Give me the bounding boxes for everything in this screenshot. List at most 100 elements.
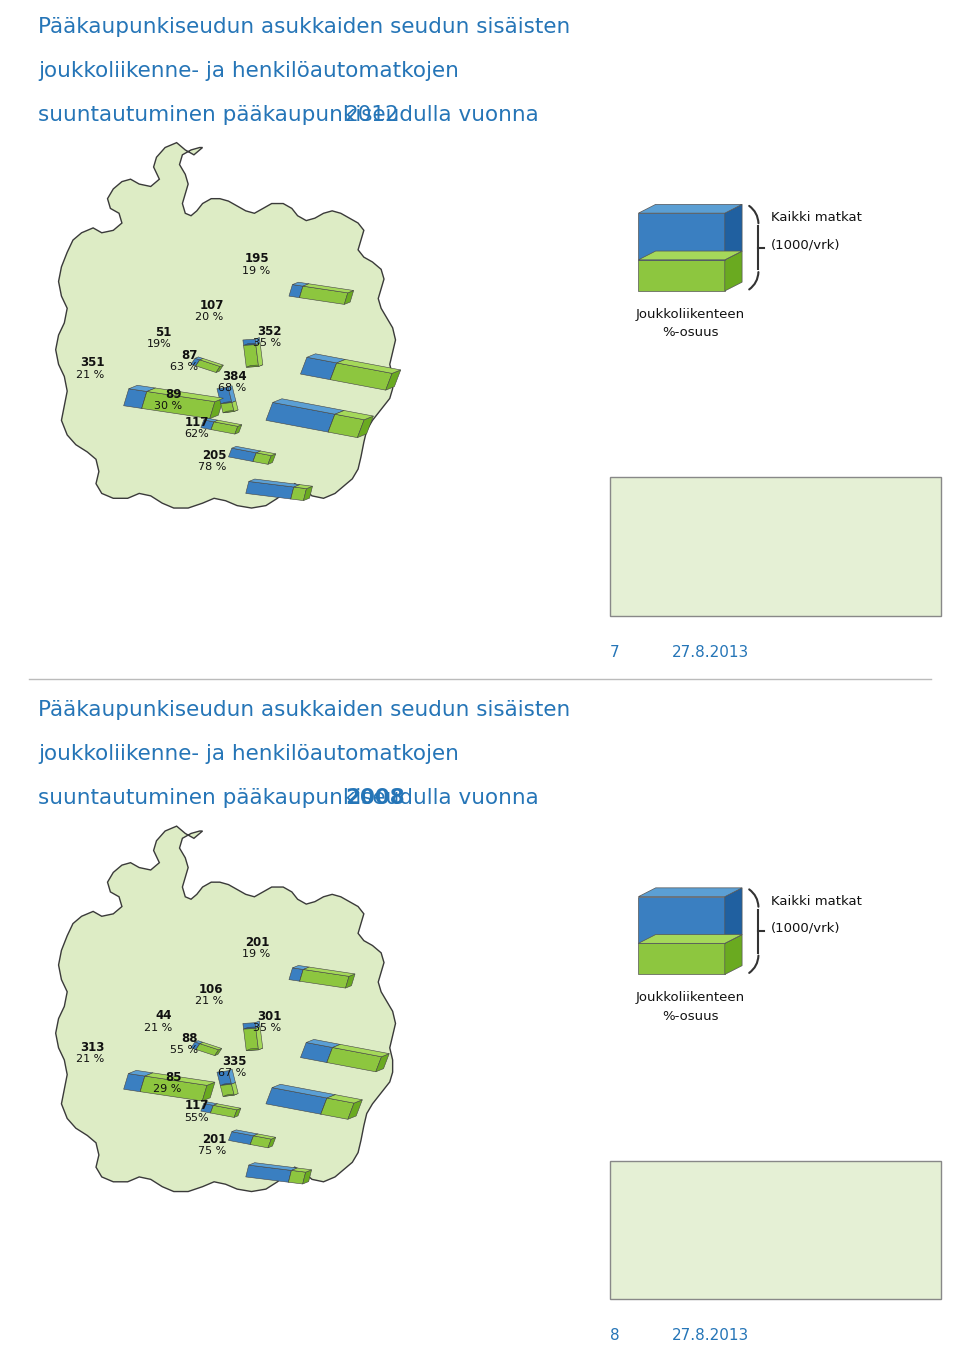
Text: 88: 88 <box>181 1032 198 1046</box>
Polygon shape <box>725 935 742 975</box>
Polygon shape <box>256 451 276 455</box>
Text: 63 %: 63 % <box>170 362 198 372</box>
Polygon shape <box>293 965 309 969</box>
Polygon shape <box>346 973 355 988</box>
Polygon shape <box>375 1054 389 1072</box>
Text: 67 %: 67 % <box>219 1068 247 1079</box>
Text: Joukkoliikenne:: Joukkoliikenne: <box>629 1236 729 1248</box>
Polygon shape <box>288 1167 298 1182</box>
Polygon shape <box>228 448 256 462</box>
Polygon shape <box>196 358 204 366</box>
Polygon shape <box>247 1048 263 1051</box>
Polygon shape <box>337 360 400 373</box>
Text: Joukkoliikenne:: Joukkoliikenne: <box>629 552 729 565</box>
Polygon shape <box>638 897 725 943</box>
Polygon shape <box>200 1042 222 1050</box>
Text: joukkoliikenne- ja henkilöautomatkojen: joukkoliikenne- ja henkilöautomatkojen <box>38 62 459 81</box>
Text: 2012: 2012 <box>345 105 399 124</box>
Text: 1 937 004: 1 937 004 <box>859 522 926 536</box>
Polygon shape <box>253 1135 276 1139</box>
Polygon shape <box>195 357 204 360</box>
Text: 85: 85 <box>165 1072 181 1084</box>
Text: 21 %: 21 % <box>144 1023 172 1032</box>
Text: 89: 89 <box>165 388 181 401</box>
Text: 1 034 000: 1 034 000 <box>859 1266 926 1278</box>
Text: Kaikki matkat: Kaikki matkat <box>771 212 862 224</box>
Polygon shape <box>140 1073 153 1092</box>
Polygon shape <box>638 943 725 975</box>
Polygon shape <box>221 401 236 403</box>
Polygon shape <box>288 1170 305 1184</box>
Text: Kaikki matkat: Kaikki matkat <box>771 895 862 908</box>
Polygon shape <box>302 1170 312 1184</box>
Text: 55 %: 55 % <box>170 1046 198 1055</box>
Polygon shape <box>223 410 238 413</box>
Text: 30 %: 30 % <box>154 401 181 411</box>
Polygon shape <box>266 402 335 432</box>
Text: 1 791 000: 1 791 000 <box>859 1206 926 1219</box>
Polygon shape <box>203 1083 215 1100</box>
Polygon shape <box>725 252 742 291</box>
Text: 117: 117 <box>185 416 209 429</box>
Polygon shape <box>211 422 238 435</box>
Polygon shape <box>348 1100 362 1120</box>
Polygon shape <box>303 284 353 293</box>
Polygon shape <box>328 410 344 432</box>
Text: 68 %: 68 % <box>219 383 247 394</box>
Polygon shape <box>228 1069 235 1084</box>
Polygon shape <box>191 358 200 366</box>
Polygon shape <box>255 343 263 366</box>
Polygon shape <box>231 1083 238 1095</box>
Polygon shape <box>196 1042 204 1050</box>
Polygon shape <box>300 286 348 305</box>
Polygon shape <box>327 1095 362 1103</box>
Text: Matkat: Matkat <box>629 1176 675 1189</box>
Text: 352: 352 <box>256 325 281 338</box>
Polygon shape <box>234 1109 241 1117</box>
Text: 7: 7 <box>610 645 619 660</box>
Polygon shape <box>303 487 313 500</box>
Text: Pääkaupunkiseudun asukkaiden seudun sisäisten: Pääkaupunkiseudun asukkaiden seudun sisä… <box>38 16 570 37</box>
Polygon shape <box>196 1043 219 1055</box>
Polygon shape <box>292 1167 312 1172</box>
Polygon shape <box>231 447 261 452</box>
Text: 841 957: 841 957 <box>872 552 926 565</box>
Polygon shape <box>217 387 232 403</box>
Polygon shape <box>266 1088 327 1114</box>
Polygon shape <box>191 1042 200 1050</box>
Polygon shape <box>196 360 220 373</box>
Text: 351: 351 <box>80 357 105 369</box>
Polygon shape <box>244 344 258 368</box>
Text: 301: 301 <box>257 1010 281 1023</box>
Polygon shape <box>129 385 156 391</box>
Polygon shape <box>249 1163 298 1170</box>
Polygon shape <box>638 213 725 260</box>
Polygon shape <box>306 1039 340 1047</box>
Text: 44: 44 <box>156 1009 172 1023</box>
Text: 21 %: 21 % <box>76 369 105 380</box>
Text: 62%: 62% <box>184 429 209 439</box>
Polygon shape <box>140 1076 207 1100</box>
Text: (1000/vrk): (1000/vrk) <box>771 921 840 935</box>
Text: Henkilöauto:: Henkilöauto: <box>629 1266 713 1278</box>
Text: 335: 335 <box>222 1055 247 1068</box>
Polygon shape <box>335 410 373 420</box>
Polygon shape <box>216 365 224 373</box>
Text: Joukkoliikenteen: Joukkoliikenteen <box>636 308 745 321</box>
Text: 29 %: 29 % <box>154 1084 181 1095</box>
Text: Joukkoliikenteen: Joukkoliikenteen <box>636 991 745 1005</box>
Text: (1000/vrk): (1000/vrk) <box>771 238 840 252</box>
Text: 19 %: 19 % <box>242 949 270 958</box>
FancyBboxPatch shape <box>610 1161 941 1299</box>
Polygon shape <box>638 260 725 291</box>
Polygon shape <box>330 360 346 380</box>
Polygon shape <box>201 420 214 429</box>
Polygon shape <box>145 1073 215 1085</box>
Polygon shape <box>214 420 242 427</box>
Text: 313: 313 <box>80 1042 105 1054</box>
Text: 756 000: 756 000 <box>872 1236 926 1248</box>
Polygon shape <box>204 1102 217 1106</box>
Polygon shape <box>291 485 300 499</box>
Polygon shape <box>289 284 303 298</box>
Polygon shape <box>200 358 224 366</box>
